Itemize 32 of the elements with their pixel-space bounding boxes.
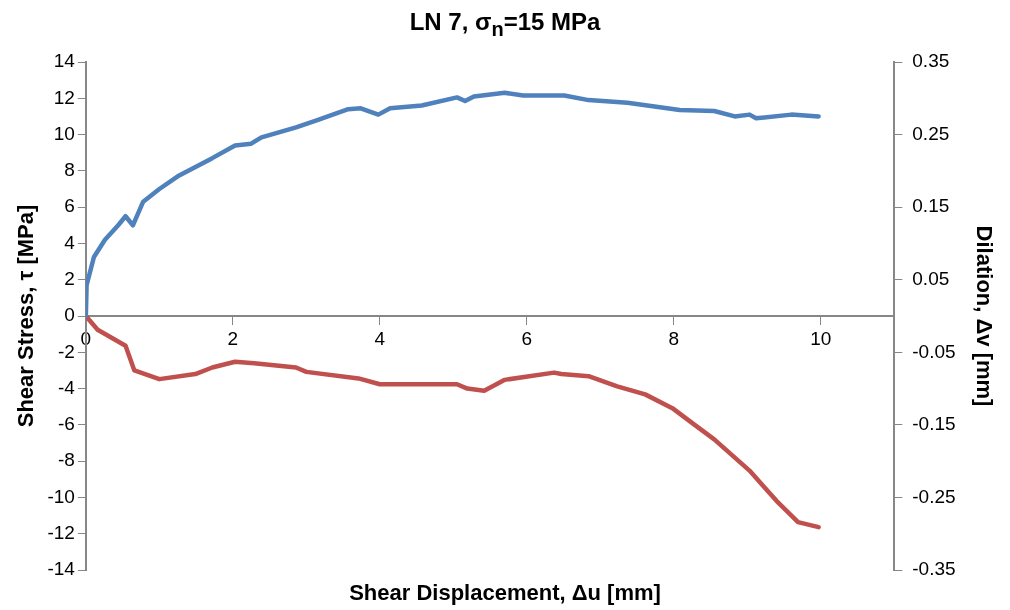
y-tick-label: 14 (53, 50, 76, 72)
y2-tick-label: -0.25 (912, 485, 956, 507)
x-tick-label: 2 (227, 327, 239, 349)
y-tick-label: 6 (64, 195, 75, 217)
y2-tick-label: -0.05 (912, 340, 956, 362)
y2-axis-title: Dilation, Δv [mm] (971, 225, 997, 407)
y-tick-label: -6 (57, 413, 75, 435)
y-tick-label: -14 (47, 558, 76, 580)
chart-title: LN 7, σ$_{n}$=15 MPa (408, 8, 602, 41)
y-tick-label: 2 (64, 267, 75, 289)
y-tick-label: -10 (47, 485, 75, 507)
y-tick-label: -2 (57, 340, 75, 362)
y-tick-label: -8 (57, 449, 75, 471)
x-tick-label: 4 (374, 327, 386, 349)
y-tick-label: 4 (64, 231, 76, 253)
y2-tick-label: 0.25 (912, 122, 950, 144)
y-tick-label: 10 (53, 122, 75, 144)
y2-tick-label: -0.35 (912, 558, 956, 580)
x-tick-label: 10 (810, 327, 832, 349)
y-tick-label: 8 (64, 159, 75, 181)
y2-tick-label: 0.05 (912, 267, 950, 289)
y-tick-label: -4 (57, 376, 76, 398)
y-tick-label: 12 (53, 86, 75, 108)
y-tick-label: 0 (64, 304, 75, 326)
y2-tick-label: 0.15 (912, 195, 950, 217)
x-tick-label: 8 (668, 327, 680, 349)
y-axis-title: Shear Stress, τ [MPa] (13, 204, 39, 428)
y-tick-label: -12 (47, 521, 75, 543)
y2-tick-label: -0.15 (912, 413, 956, 435)
x-tick-label: 6 (521, 327, 533, 349)
x-axis-title: Shear Displacement, Δu [mm] (348, 580, 662, 606)
y2-tick-label: 0.35 (912, 50, 950, 72)
